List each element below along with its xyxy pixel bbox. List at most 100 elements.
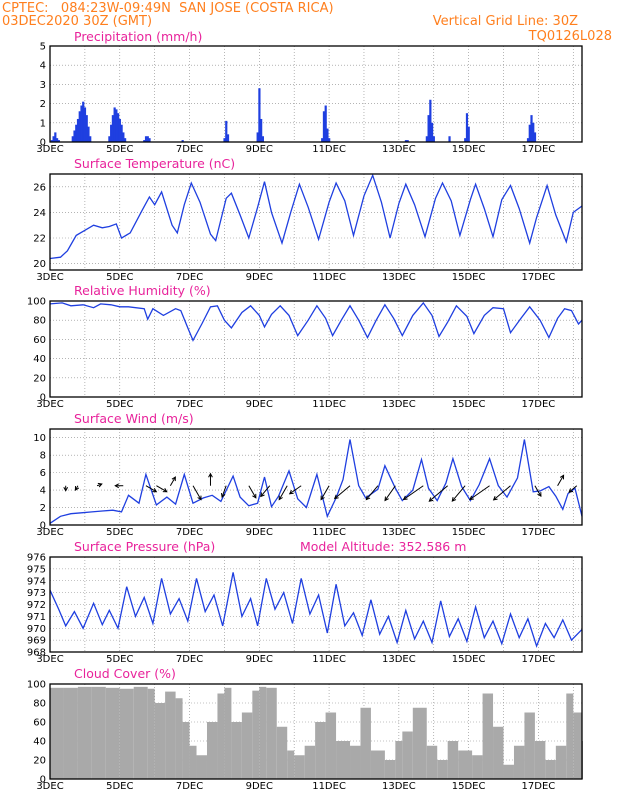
rh-series-line <box>49 301 583 342</box>
cloud-cover-bar <box>91 686 106 779</box>
precip-bar <box>87 126 90 142</box>
wind-arrow-head <box>171 476 176 482</box>
precip-bar <box>110 124 113 142</box>
precip-bar <box>328 138 331 142</box>
precip-bar <box>261 136 264 142</box>
wind-arrow <box>289 485 302 495</box>
wind-arrow-head <box>220 492 226 498</box>
precip-bar <box>82 101 85 142</box>
x-tick-label: 3DEC <box>36 144 63 155</box>
precip-bar <box>144 136 148 142</box>
cloud-cover-bar <box>266 687 277 779</box>
panel-frame <box>49 300 583 398</box>
wind-arrow-head <box>252 493 257 499</box>
humidity-title: Relative Humidity (%) <box>74 283 211 298</box>
wind-arrow-head <box>365 495 371 501</box>
y-tick-label: 0 <box>40 775 46 786</box>
precip-bar <box>225 120 228 142</box>
x-tick-label: 15DEC <box>452 781 486 792</box>
wind-arrow-head <box>402 495 408 501</box>
y-tick-label: 972 <box>27 600 46 611</box>
cloud-cover-bar <box>482 693 494 779</box>
panel-frame <box>49 683 583 780</box>
wind-arrow <box>384 485 396 501</box>
precip-bar <box>120 124 123 142</box>
precip-bar <box>71 136 74 142</box>
precip-bar <box>143 140 146 142</box>
wind-arrow <box>451 485 466 502</box>
cloud-cover-bar <box>573 712 582 779</box>
precip-bar <box>324 105 327 142</box>
x-tick-label: 5DEC <box>106 399 133 410</box>
cloud-cover-bar <box>458 750 473 779</box>
panel-frame <box>49 173 583 271</box>
precip-bar <box>464 138 467 142</box>
precip-bar <box>326 128 329 142</box>
y-tick-label: 973 <box>27 588 46 599</box>
x-tick-label: 15DEC <box>452 527 486 538</box>
wind-panel: Surface Wind (m/s) 0 2 4 6 8 10 3DEC 5DEC 7DEC 9D… <box>33 411 583 538</box>
cloud-cover-bar <box>384 760 396 779</box>
wind-arrow-head <box>114 483 120 489</box>
precip-bar <box>226 134 230 142</box>
y-tick-label: 8 <box>40 451 46 462</box>
x-tick-label: 3DEC <box>36 781 63 792</box>
pressure-title: Surface Pressure (hPa) <box>74 539 215 554</box>
x-tick-label: 11DEC <box>312 399 346 410</box>
cloud-cover-bar <box>119 688 134 779</box>
wind-arrow <box>192 485 202 500</box>
x-tick-label: 15DEC <box>452 654 486 665</box>
header-station: CPTEC: 084:23W-09:49N SAN JOSE (COSTA RI… <box>2 1 334 16</box>
y-tick-label: 5 <box>40 42 46 53</box>
wind-arrow-head <box>208 472 213 478</box>
precip-bar <box>115 109 118 142</box>
wind-arrow <box>557 475 565 486</box>
x-tick-label: 11DEC <box>312 527 346 538</box>
cloud-cover-bar <box>217 693 225 779</box>
x-tick-label: 11DEC <box>312 654 346 665</box>
x-tick-label: 13DEC <box>382 781 416 792</box>
panel-frame <box>49 556 583 653</box>
precip-bar <box>406 140 409 142</box>
model-altitude-label: Model Altitude: 352.586 m <box>300 539 466 554</box>
y-tick-label: 60 <box>33 718 46 729</box>
x-tick-label: 13DEC <box>382 144 416 155</box>
precip-bar <box>83 107 87 142</box>
x-tick-label: 9DEC <box>246 144 273 155</box>
precip-bar <box>528 124 531 142</box>
y-tick-label: 0 <box>40 521 46 532</box>
wind-arrow-head <box>469 495 474 501</box>
wind-arrow <box>365 485 379 500</box>
precip-bar <box>75 124 78 142</box>
x-tick-label: 15DEC <box>452 399 486 410</box>
precip-bar <box>321 138 324 142</box>
wind-arrow-head <box>428 497 434 502</box>
y-tick-label: 2 <box>40 99 46 110</box>
precip-bar <box>258 88 261 142</box>
wind-arrow <box>221 485 227 498</box>
cloud-cover-bar <box>555 745 567 779</box>
cloud-cover-bar <box>426 745 438 779</box>
y-tick-label: 969 <box>27 636 46 647</box>
y-tick-label: 970 <box>27 624 46 635</box>
wind-arrow <box>260 485 271 497</box>
wind-arrow-head <box>492 495 498 501</box>
x-tick-label: 7DEC <box>176 272 203 283</box>
precip-bar <box>322 111 326 142</box>
cloud-cover-bar <box>370 750 385 779</box>
cloud-cover-bar <box>259 686 267 779</box>
panel-frame <box>49 428 583 526</box>
cloud-cover-bar <box>206 722 218 779</box>
cloud-cover-bar <box>77 686 92 779</box>
precip-bar <box>89 136 92 142</box>
cloud-cover-bar <box>196 755 207 779</box>
y-tick-label: 976 <box>27 553 46 564</box>
cloud-cover-panel: Cloud Cover (%) 0 20 40 60 80 100 3DEC 5DEC 7DEC… <box>27 666 583 792</box>
x-tick-label: 13DEC <box>382 654 416 665</box>
cloud-cover-bar <box>304 745 316 779</box>
cloud-cover-bar <box>395 741 403 779</box>
precip-bar <box>55 138 59 142</box>
wind-arrow-head <box>288 489 294 495</box>
precip-bar <box>113 107 116 142</box>
